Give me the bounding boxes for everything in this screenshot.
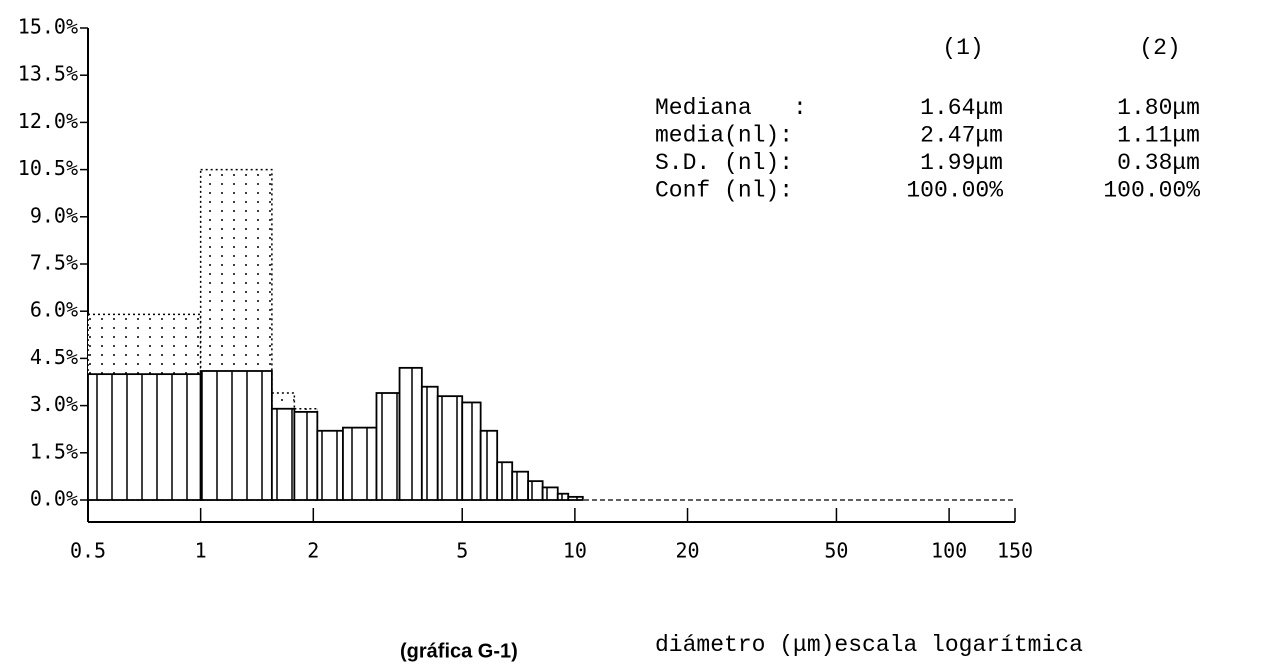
y-tick-label: 12.0% <box>18 109 78 133</box>
histogram-bar <box>87 373 202 501</box>
stat-value: 1.64μm <box>920 95 1003 121</box>
y-tick-label: 9.0% <box>30 203 78 227</box>
y-tick-label: 13.5% <box>18 62 78 86</box>
legend-entry: (1) <box>942 35 983 61</box>
histogram-bar <box>199 370 273 501</box>
y-tick-label: 10.5% <box>18 156 78 180</box>
y-tick-label: 7.5% <box>30 251 78 275</box>
histogram-bar <box>293 410 319 501</box>
stat-value: 2.47μm <box>920 123 1003 149</box>
x-tick-label: 100 <box>931 539 967 563</box>
stat-value: 1.80μm <box>1117 95 1200 121</box>
stat-label: S.D. (nl): <box>655 150 793 176</box>
y-tick-label: 0.0% <box>30 487 78 511</box>
x-tick-label: 50 <box>824 539 848 563</box>
stat-label: media(nl): <box>655 123 793 149</box>
x-tick-label: 0.5 <box>70 539 106 563</box>
histogram-bar <box>342 426 378 501</box>
stat-value: 100.00% <box>1103 178 1200 204</box>
histogram-bar <box>461 401 482 501</box>
histogram-bar <box>436 395 464 501</box>
x-tick-label: 10 <box>563 539 587 563</box>
x-tick-label: 150 <box>997 539 1033 563</box>
y-tick-label: 15.0% <box>18 15 78 39</box>
caption: (gráfica G-1) <box>400 640 518 662</box>
legend-entry: (2) <box>1139 35 1180 61</box>
histogram-bar <box>398 366 423 501</box>
stat-value: 1.11μm <box>1117 123 1200 149</box>
histogram-bar <box>375 392 401 501</box>
histogram-bar <box>511 470 530 501</box>
histogram-bar <box>541 486 559 501</box>
histogram-bar <box>270 407 296 501</box>
histogram-bar <box>556 492 570 501</box>
x-axis-label: diámetro (μm)escala logarítmica <box>655 632 1083 658</box>
histogram-bar <box>567 495 584 501</box>
y-tick-label: 4.5% <box>30 345 78 369</box>
stat-value: 1.99μm <box>920 150 1003 176</box>
x-tick-label: 1 <box>195 539 207 563</box>
x-tick-label: 5 <box>456 539 468 563</box>
y-tick-label: 3.0% <box>30 392 78 416</box>
x-tick-label: 2 <box>307 539 319 563</box>
stat-value: 0.38μm <box>1117 150 1200 176</box>
stat-value: 100.00% <box>906 178 1003 204</box>
histogram-bar <box>316 429 344 501</box>
histogram-bar <box>420 385 439 501</box>
histogram-bar <box>479 429 499 501</box>
y-tick-label: 1.5% <box>30 439 78 463</box>
histogram-bar <box>527 480 544 501</box>
x-tick-label: 20 <box>675 539 699 563</box>
stat-label: Conf (nl): <box>655 178 793 204</box>
stat-label: Mediana : <box>655 95 807 121</box>
y-tick-label: 6.0% <box>30 298 78 322</box>
histogram-bar <box>496 461 514 501</box>
